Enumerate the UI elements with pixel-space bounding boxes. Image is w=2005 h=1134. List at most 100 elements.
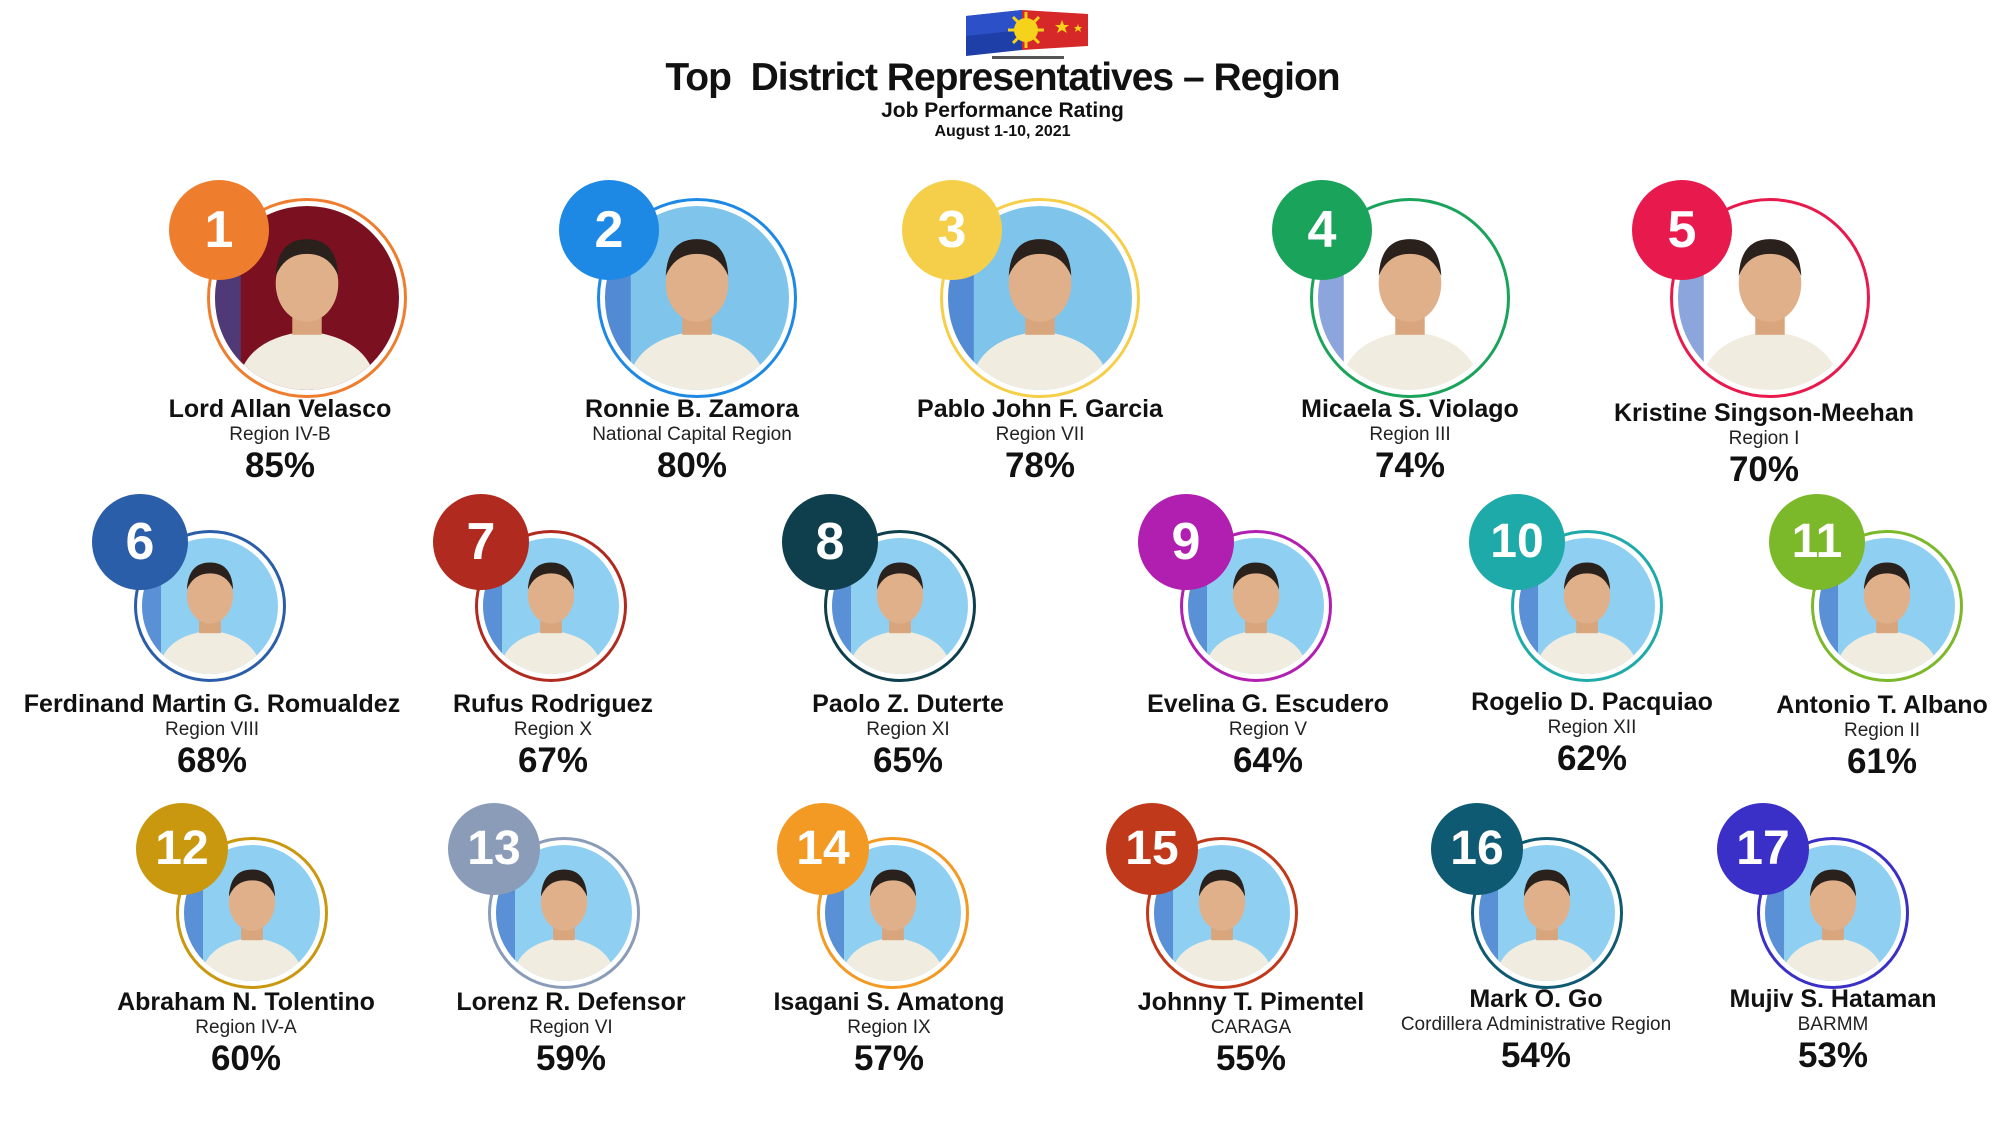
rank-badge: 4 bbox=[1272, 180, 1372, 280]
representative-name: Kristine Singson-Meehan bbox=[1613, 399, 1915, 427]
approval-rating: 59% bbox=[535, 1039, 607, 1078]
representative-name: Evelina G. Escudero bbox=[1147, 690, 1389, 718]
representative-card: 8 Paolo Z. Duterte Region XI 65% bbox=[0, 0, 1004, 780]
representative-info: Mark O. Go Cordillera Administrative Regi… bbox=[1316, 985, 1756, 1075]
rank-badge: 15 bbox=[1106, 803, 1198, 895]
approval-rating: 67% bbox=[517, 741, 589, 780]
representative-region: Cordillera Administrative Region bbox=[1400, 1014, 1672, 1035]
approval-rating: 80% bbox=[656, 446, 728, 485]
approval-rating: 65% bbox=[872, 741, 944, 780]
representative-region: Region VI bbox=[529, 1017, 613, 1038]
portrait-photo bbox=[1318, 206, 1502, 390]
representative-name: Antonio T. Albano bbox=[1776, 691, 1988, 719]
approval-rating: 53% bbox=[1797, 1036, 1869, 1075]
rank-badge: 3 bbox=[902, 180, 1002, 280]
representative-region: CARAGA bbox=[1210, 1017, 1292, 1038]
representative-region: Region VIII bbox=[165, 719, 259, 740]
approval-rating: 78% bbox=[1004, 446, 1076, 485]
rank-badge: 7 bbox=[433, 494, 529, 590]
representative-card: 13 Lorenz R. Defensor Region VI 59% bbox=[0, 0, 686, 1078]
approval-rating: 74% bbox=[1374, 446, 1446, 485]
representative-region: Region IV-B bbox=[229, 424, 331, 445]
representative-info: Paolo Z. Duterte Region XI 65% bbox=[688, 690, 1128, 780]
portrait-photo bbox=[142, 538, 278, 674]
representative-info: Micaela S. Violago Region III 74% bbox=[1190, 395, 1630, 485]
representative-region: Region III bbox=[1369, 424, 1451, 445]
approval-rating: 57% bbox=[853, 1039, 925, 1078]
representative-card: 7 Rufus Rodriguez Region X 67% bbox=[0, 0, 653, 780]
rank-badge: 1 bbox=[169, 180, 269, 280]
representative-card: 9 Evelina G. Escudero Region V 64% bbox=[0, 0, 1389, 780]
date-range: August 1-10, 2021 bbox=[934, 123, 1071, 140]
representative-card: 14 Isagani S. Amatong Region IX 57% bbox=[0, 0, 1005, 1078]
representative-name: Lorenz R. Defensor bbox=[456, 988, 686, 1016]
representative-info: Evelina G. Escudero Region V 64% bbox=[1048, 690, 1488, 780]
approval-rating: 60% bbox=[210, 1039, 282, 1078]
representative-name: Johnny T. Pimentel bbox=[1137, 988, 1365, 1016]
representative-card: 17 Mujiv S. Hataman BARMM 53% bbox=[0, 0, 1937, 1075]
rank-badge: 14 bbox=[777, 803, 869, 895]
representative-info: Mujiv S. Hataman BARMM 53% bbox=[1613, 985, 2005, 1075]
approval-rating: 68% bbox=[176, 741, 248, 780]
representative-card: 3 Pablo John F. Garcia Region VII 78% bbox=[0, 0, 1163, 485]
representative-card: 5 Kristine Singson-Meehan Region I 70% bbox=[0, 0, 1914, 489]
portrait-photo bbox=[496, 845, 632, 981]
rank-badge: 5 bbox=[1632, 180, 1732, 280]
approval-rating: 55% bbox=[1215, 1039, 1287, 1078]
approval-rating: 85% bbox=[244, 446, 316, 485]
representative-name: Ronnie B. Zamora bbox=[585, 395, 799, 423]
representative-name: Paolo Z. Duterte bbox=[812, 690, 1004, 718]
representative-card: 12 Abraham N. Tolentino Region IV-A 60% bbox=[0, 0, 375, 1078]
representative-info: Pablo John F. Garcia Region VII 78% bbox=[820, 395, 1260, 485]
rank-badge: 17 bbox=[1717, 803, 1809, 895]
rank-badge: 13 bbox=[448, 803, 540, 895]
representative-region: Region IV-A bbox=[195, 1017, 297, 1038]
representative-card: 6 Ferdinand Martin G. Romualdez Region VII… bbox=[0, 0, 400, 780]
representative-region: Region X bbox=[513, 719, 593, 740]
representative-info: Isagani S. Amatong Region IX 57% bbox=[669, 988, 1109, 1078]
representative-name: Abraham N. Tolentino bbox=[117, 988, 375, 1016]
representative-region: National Capital Region bbox=[592, 424, 792, 445]
representative-info: Rogelio D. Pacquiao Region XII 62% bbox=[1372, 688, 1812, 778]
representative-name: Micaela S. Violago bbox=[1301, 395, 1519, 423]
rank-badge: 11 bbox=[1769, 494, 1865, 590]
page-title: Top District Representatives – Region bbox=[665, 56, 1340, 99]
representative-info: Rufus Rodriguez Region X 67% bbox=[333, 690, 773, 780]
representative-region: BARMM bbox=[1797, 1014, 1869, 1035]
representative-name: Lord Allan Velasco bbox=[168, 395, 392, 423]
representative-name: Ferdinand Martin G. Romualdez bbox=[23, 690, 401, 718]
representative-card: 2 Ronnie B. Zamora National Capital Region… bbox=[0, 0, 799, 485]
page-subtitle: Job Performance Rating bbox=[881, 99, 1124, 122]
rank-badge: 16 bbox=[1431, 803, 1523, 895]
representative-region: Region VII bbox=[995, 424, 1085, 445]
representative-info: Lorenz R. Defensor Region VI 59% bbox=[351, 988, 791, 1078]
representative-card: 1 Lord Allan Velasco Region IV-B 85% bbox=[0, 0, 407, 485]
rank-badge: 12 bbox=[136, 803, 228, 895]
approval-rating: 61% bbox=[1846, 742, 1918, 781]
representative-name: Mujiv S. Hataman bbox=[1729, 985, 1937, 1013]
representative-info: Ronnie B. Zamora National Capital Region 8… bbox=[472, 395, 912, 485]
representative-name: Mark O. Go bbox=[1469, 985, 1603, 1013]
representative-info: Antonio T. Albano Region II 61% bbox=[1662, 691, 2005, 781]
representative-info: Kristine Singson-Meehan Region I 70% bbox=[1544, 399, 1984, 489]
approval-rating: 70% bbox=[1728, 450, 1800, 489]
representative-region: Region XII bbox=[1547, 717, 1637, 738]
rank-badge: 8 bbox=[782, 494, 878, 590]
representative-name: Isagani S. Amatong bbox=[773, 988, 1005, 1016]
representative-region: Region I bbox=[1728, 428, 1800, 449]
representative-name: Rufus Rodriguez bbox=[453, 690, 653, 718]
rank-badge: 6 bbox=[92, 494, 188, 590]
rank-badge: 10 bbox=[1469, 494, 1565, 590]
portrait-photo bbox=[605, 206, 789, 390]
rank-badge: 2 bbox=[559, 180, 659, 280]
approval-rating: 54% bbox=[1500, 1036, 1572, 1075]
representative-card: 4 Micaela S. Violago Region III 74% bbox=[0, 0, 1519, 485]
representative-info: Ferdinand Martin G. Romualdez Region VIII… bbox=[0, 690, 432, 780]
representative-name: Pablo John F. Garcia bbox=[917, 395, 1163, 423]
representative-region: Region XI bbox=[866, 719, 950, 740]
representative-card: 16 Mark O. Go Cordillera Administrative Re… bbox=[0, 0, 1671, 1075]
representative-info: Abraham N. Tolentino Region IV-A 60% bbox=[26, 988, 466, 1078]
approval-rating: 62% bbox=[1556, 739, 1628, 778]
approval-rating: 64% bbox=[1232, 741, 1304, 780]
portrait-photo bbox=[1765, 845, 1901, 981]
